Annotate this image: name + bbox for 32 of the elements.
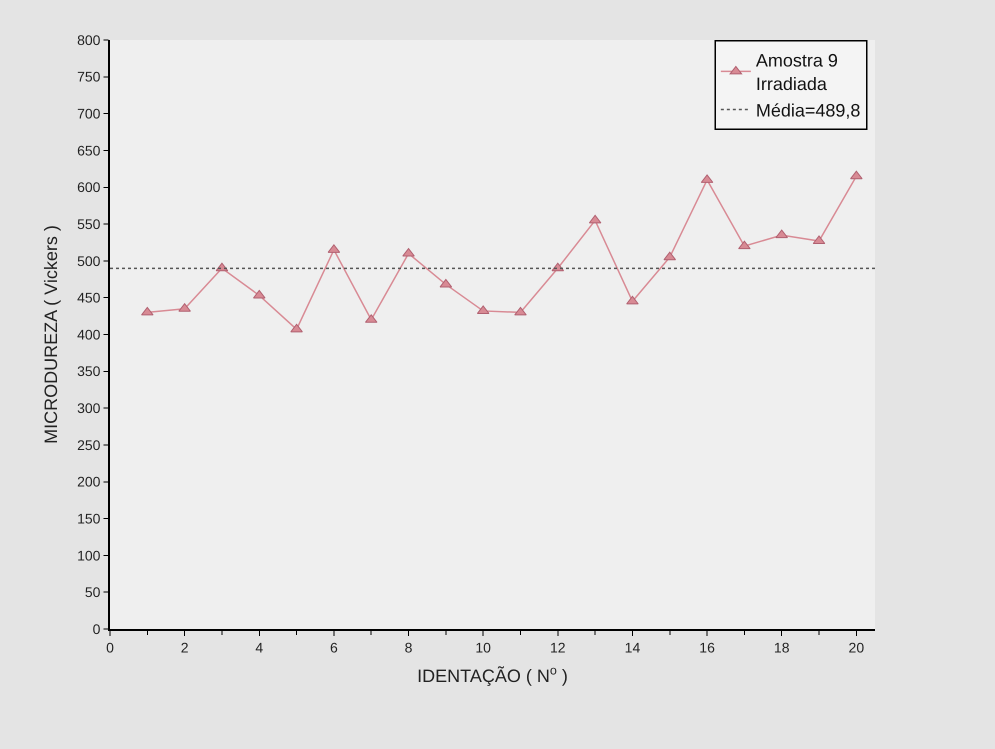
y-tick-label: 750 — [77, 68, 101, 85]
y-tick-label: 450 — [77, 290, 101, 306]
y-tick-label: 650 — [77, 142, 101, 158]
x-tick-label: 10 — [475, 640, 492, 656]
y-tick-label: 600 — [77, 179, 101, 196]
y-tick-label: 100 — [77, 547, 101, 564]
y-tick-label: 150 — [77, 510, 101, 526]
legend-label: Média=489,8 — [756, 100, 860, 121]
x-tick-label: 16 — [699, 640, 716, 656]
legend-label: Amostra 9 Irradiada — [756, 50, 838, 94]
y-axis-title: MICRODUREZA ( Vickers ) — [40, 225, 61, 444]
x-tick-label: 2 — [180, 640, 189, 656]
x-tick-label: 14 — [624, 640, 640, 656]
y-tick-label: 500 — [77, 252, 101, 269]
y-tick-label: 400 — [77, 326, 101, 342]
x-tick-label: 20 — [848, 640, 864, 656]
y-tick-label: 200 — [77, 474, 101, 490]
y-tick-label: 300 — [77, 400, 101, 416]
x-tick-label: 18 — [774, 640, 790, 656]
y-tick-label: 50 — [84, 584, 101, 600]
y-tick-label: 0 — [92, 620, 101, 637]
x-tick-label: 4 — [255, 640, 264, 656]
x-tick-label: 6 — [330, 640, 338, 656]
y-tick-label: 800 — [77, 32, 101, 48]
x-tick-label: 8 — [404, 640, 413, 656]
x-tick-label: 0 — [106, 640, 114, 656]
y-tick-label: 700 — [77, 106, 101, 122]
y-tick-label: 350 — [77, 363, 101, 380]
y-tick-label: 550 — [77, 216, 101, 232]
y-tick-label: 250 — [77, 436, 101, 453]
x-axis-title: IDENTAÇÃO ( N$^{o}$ ) — [417, 664, 568, 686]
x-tick-label: 12 — [550, 640, 566, 656]
